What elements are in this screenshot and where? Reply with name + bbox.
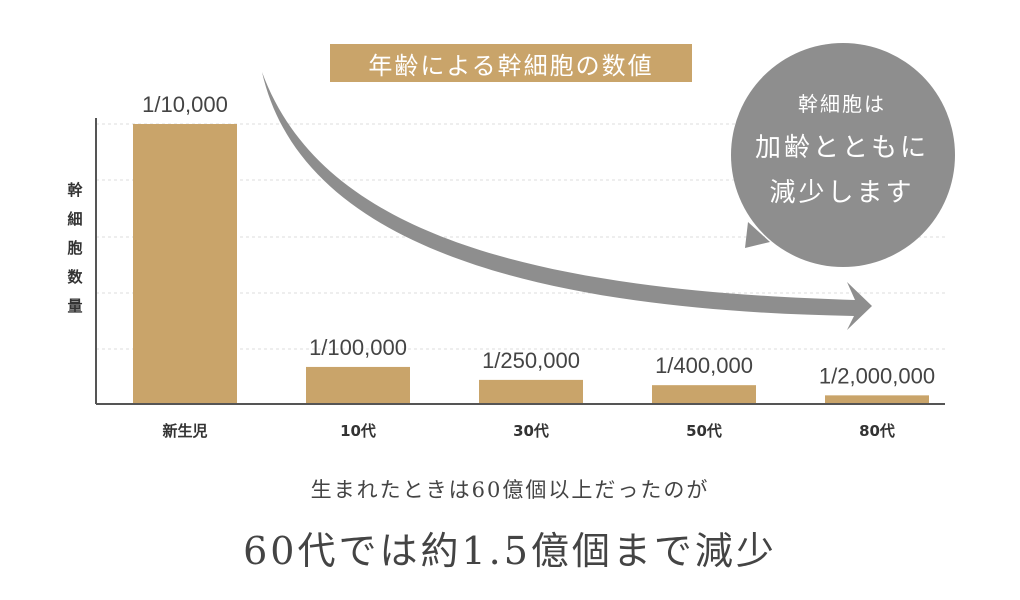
decline-curve-arrow bbox=[262, 72, 872, 330]
footer-line-2: 60代では約1.5億個まで減少 bbox=[243, 529, 777, 573]
bar-1 bbox=[133, 124, 237, 404]
bar-4 bbox=[652, 385, 756, 404]
callout-text: 幹細胞は 加齢とともに 減少します bbox=[732, 78, 952, 209]
callout-bubble-tail bbox=[745, 222, 770, 248]
bar-value-label: 1/100,000 bbox=[309, 335, 407, 360]
footer-line-1: 生まれたときは60億個以上だったのが bbox=[310, 478, 710, 502]
x-tick-label: 30代 bbox=[513, 422, 549, 440]
bar-2 bbox=[306, 366, 410, 404]
bar-5 bbox=[825, 395, 929, 404]
bar-value-label: 1/400,000 bbox=[655, 353, 753, 378]
x-tick-label: 10代 bbox=[340, 422, 376, 440]
callout-line-2: 加齢とともに bbox=[754, 133, 929, 163]
bar-value-label: 1/250,000 bbox=[482, 348, 580, 373]
x-tick-label: 50代 bbox=[686, 422, 722, 440]
callout-line-1: 幹細胞は bbox=[798, 92, 886, 116]
chart-title: 年齢による幹細胞の数値 bbox=[330, 44, 692, 82]
callout-line-3: 減少します bbox=[769, 178, 915, 208]
bar-value-label: 1/10,000 bbox=[142, 92, 228, 117]
bars: 1/10,000 新生児 1/100,000 10代 1/250,000 30代 1/400… bbox=[133, 92, 935, 440]
x-tick-label: 80代 bbox=[859, 422, 895, 440]
bar-3 bbox=[479, 379, 583, 404]
bar-value-label: 1/2,000,000 bbox=[819, 363, 935, 388]
callout-bubble bbox=[731, 43, 955, 267]
y-axis-label: 幹細胞数量 bbox=[67, 181, 83, 315]
x-tick-label: 新生児 bbox=[162, 422, 207, 440]
